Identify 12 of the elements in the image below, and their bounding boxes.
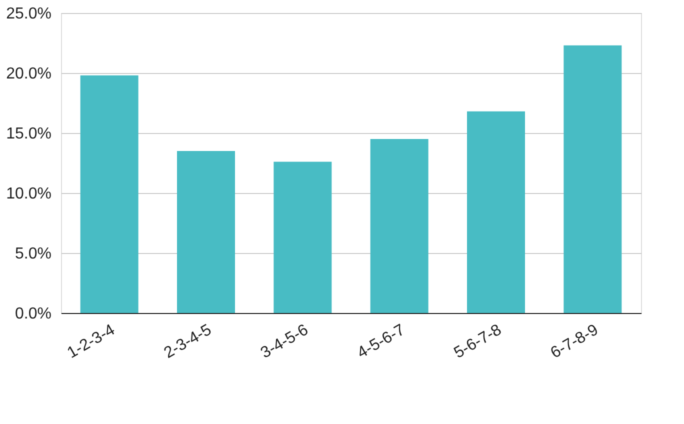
y-tick-label: 10.0% xyxy=(6,186,52,202)
bar xyxy=(80,75,138,313)
bar xyxy=(467,111,525,313)
y-tick-label: 25.0% xyxy=(6,6,52,22)
bar xyxy=(177,151,235,313)
y-tick-label: 15.0% xyxy=(6,126,52,142)
y-tick-label: 20.0% xyxy=(6,66,52,82)
bar xyxy=(564,45,622,313)
y-tick-label: 5.0% xyxy=(15,246,52,262)
y-tick-label: 0.0% xyxy=(15,306,52,322)
bar xyxy=(370,139,428,313)
bar xyxy=(274,162,332,313)
